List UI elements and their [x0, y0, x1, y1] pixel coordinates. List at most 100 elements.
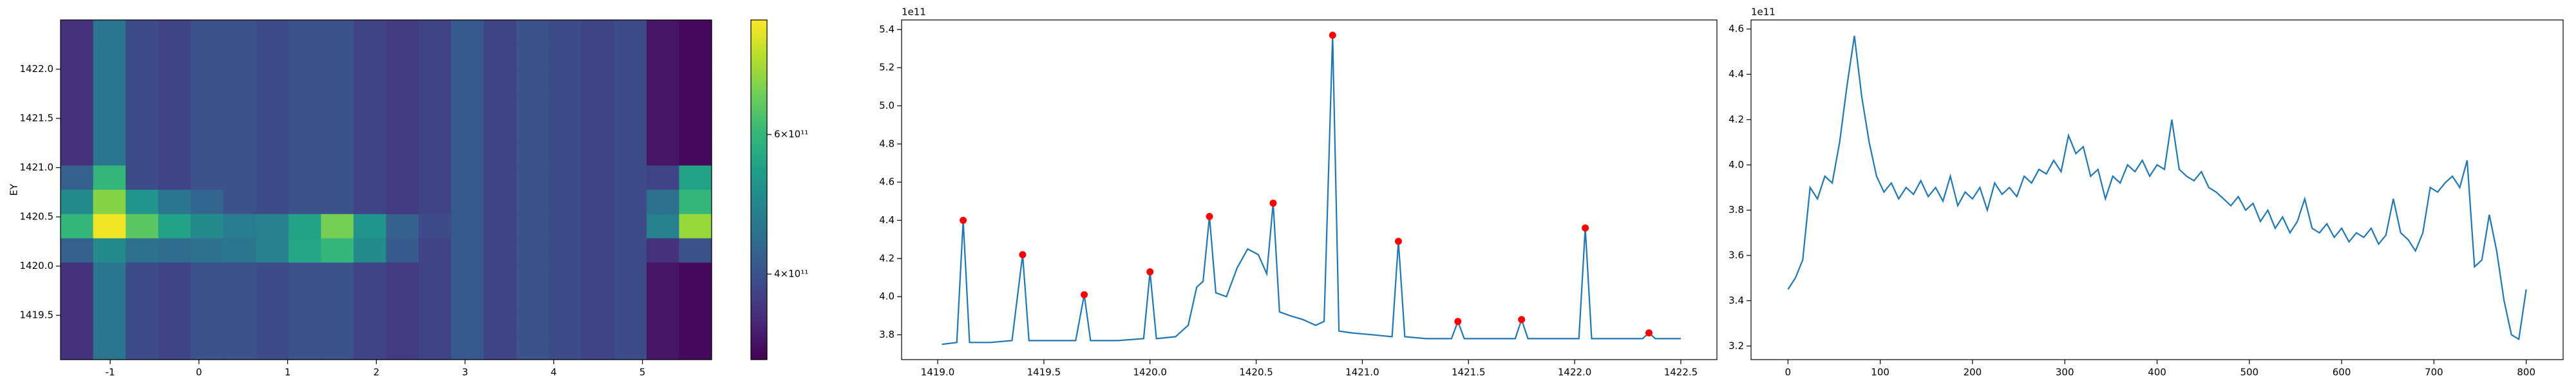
peak-marker: [1146, 268, 1154, 276]
heatmap-cell: [353, 311, 387, 336]
heatmap-cell: [419, 68, 452, 93]
heatmap-cell: [614, 165, 647, 190]
x-tick-label: 600: [2333, 367, 2351, 378]
colorbar-tick-label: 6×10¹¹: [774, 129, 808, 140]
heatmap-cell: [191, 141, 224, 166]
heatmap-cell: [516, 190, 549, 215]
heatmap-cell: [288, 141, 321, 166]
axes-frame: [60, 19, 712, 360]
heatmap-cell: [321, 44, 354, 69]
x-tick-label: 1422.5: [1664, 367, 1698, 378]
heatmap-cell: [419, 335, 452, 360]
heatmap-cell: [581, 190, 614, 215]
heatmap-cell: [419, 262, 452, 288]
heatmap-cell: [386, 165, 419, 190]
heatmap-cell: [93, 116, 126, 142]
heatmap-cell: [484, 190, 517, 215]
heatmap-cell: [451, 20, 484, 45]
heatmap-cell: [419, 238, 452, 263]
heatmap-cell: [353, 141, 387, 166]
heatmap-cell: [484, 93, 517, 118]
heatmap-cell: [581, 44, 614, 69]
heatmap-cell: [158, 238, 191, 263]
heatmap-cell: [61, 141, 94, 166]
heatmap-cell: [93, 165, 126, 190]
heatmap-cell: [581, 335, 614, 360]
heatmap-cell: [679, 262, 712, 288]
x-tick-label: 5: [639, 367, 646, 378]
heatmap-cell: [61, 214, 94, 239]
heatmap-cell: [581, 262, 614, 288]
heatmap-cell: [353, 116, 387, 142]
heatmap-cell: [646, 214, 680, 239]
heatmap-cell: [386, 44, 419, 69]
heatmap-cell: [353, 238, 387, 263]
x-tick-label: 2: [374, 367, 380, 378]
heatmap-cell: [451, 68, 484, 93]
heatmap-cell: [158, 165, 191, 190]
y-tick-label: 3.6: [1728, 250, 1744, 261]
heatmap-cell: [516, 93, 549, 118]
heatmap-cells: [61, 20, 712, 360]
heatmap-cell: [93, 238, 126, 263]
heatmap-cell: [256, 214, 289, 239]
data-line: [942, 35, 1681, 345]
heatmap-cell: [158, 311, 191, 336]
heatmap-cell: [321, 238, 354, 263]
heatmap-cell: [614, 116, 647, 142]
heatmap-cell: [93, 44, 126, 69]
x-tick-label: 1419.0: [921, 367, 955, 378]
heatmap-cell: [321, 141, 354, 166]
heatmap-cell: [61, 238, 94, 263]
heatmap-cell: [223, 141, 256, 166]
heatmap-cell: [353, 44, 387, 69]
heatmap-cell: [158, 116, 191, 142]
peak-marker: [1518, 316, 1526, 324]
heatmap-cell: [484, 335, 517, 360]
heatmap-cell: [679, 44, 712, 69]
heatmap-cell: [158, 214, 191, 239]
heatmap-cell: [61, 335, 94, 360]
heatmap-cell: [484, 116, 517, 142]
heatmap-cell: [191, 20, 224, 45]
x-tick-label: 1420.5: [1239, 367, 1273, 378]
heatmap-cell: [126, 262, 159, 288]
heatmap-cell: [288, 311, 321, 336]
heatmap-cell: [516, 335, 549, 360]
heatmap-cell: [614, 286, 647, 312]
heatmap-cell: [256, 335, 289, 360]
heatmap-cell: [679, 286, 712, 312]
heatmap-cell: [321, 190, 354, 215]
heatmap-cell: [223, 286, 256, 312]
heatmap-cell: [191, 311, 224, 336]
x-tick-label: 1421.5: [1452, 367, 1486, 378]
heatmap-cell: [321, 68, 354, 93]
heatmap-cell: [288, 116, 321, 142]
heatmap-cell: [61, 68, 94, 93]
heatmap-cell: [614, 335, 647, 360]
heatmap-cell: [581, 20, 614, 45]
heatmap-cell: [451, 165, 484, 190]
heatmap-cell: [484, 238, 517, 263]
y-tick-label: 1421.5: [20, 113, 54, 124]
heatmap-cell: [646, 141, 680, 166]
heatmap-cell: [61, 93, 94, 118]
heatmap-cell: [679, 93, 712, 118]
heatmap-cell: [549, 190, 582, 215]
heatmap-cell: [223, 93, 256, 118]
heatmap-cell: [61, 286, 94, 312]
y-tick-label: 4.2: [1728, 113, 1744, 125]
heatmap-cell: [516, 165, 549, 190]
heatmap-cell: [353, 93, 387, 118]
heatmap-cell: [256, 165, 289, 190]
heatmap-cell: [223, 214, 256, 239]
colorbar-tick-label: 4×10¹¹: [774, 268, 808, 280]
heatmap-cell: [191, 286, 224, 312]
heatmap-cell: [484, 165, 517, 190]
heatmap-cell: [581, 165, 614, 190]
heatmap-cell: [516, 262, 549, 288]
heatmap-cell: [516, 20, 549, 45]
heatmap-cell: [288, 93, 321, 118]
heatmap-cell: [516, 44, 549, 69]
heatmap-cell: [223, 335, 256, 360]
